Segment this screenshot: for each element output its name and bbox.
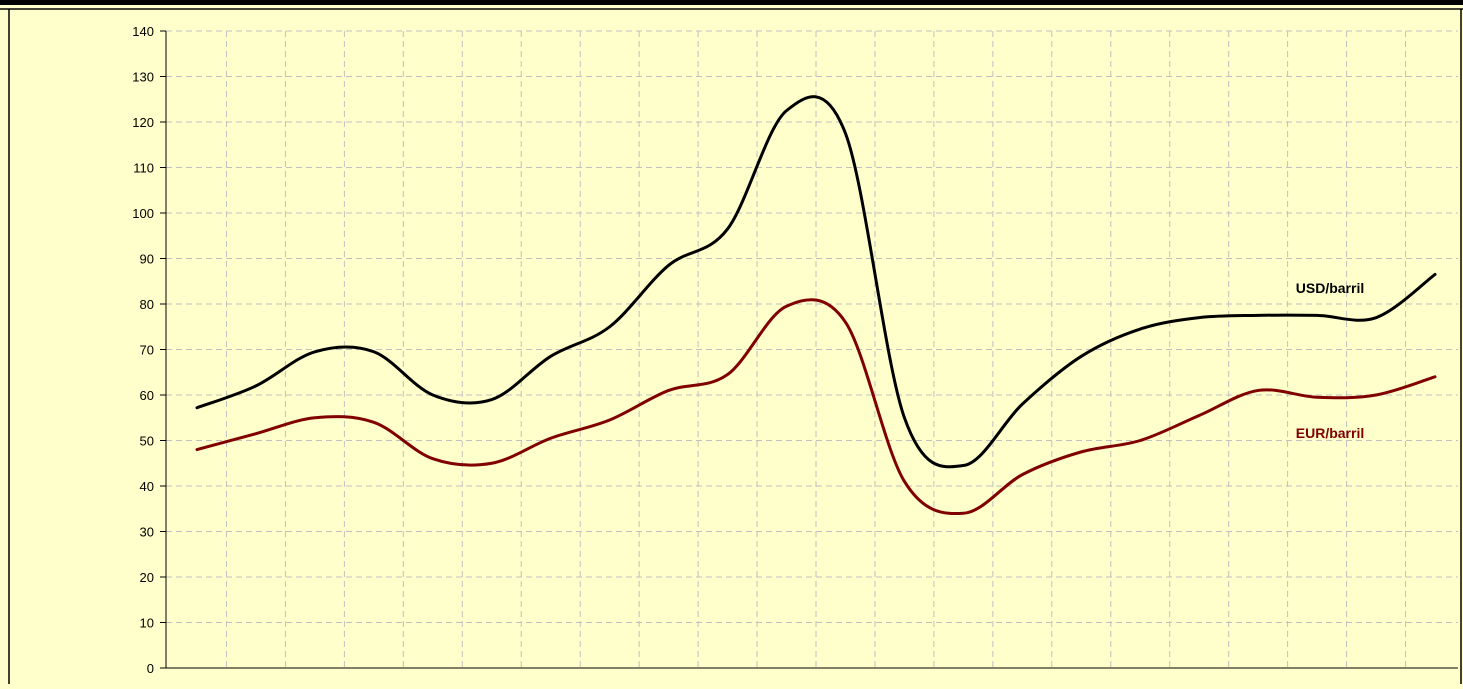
y-tick-label: 80 (140, 297, 154, 312)
data-point (313, 350, 316, 353)
data-point (785, 109, 788, 112)
data-point (1021, 403, 1024, 406)
y-tick-label: 50 (140, 434, 154, 449)
y-tick-label: 120 (132, 115, 154, 130)
data-point (1375, 394, 1378, 397)
series-layer (195, 95, 1437, 516)
y-tick-label: 70 (140, 343, 154, 358)
data-point (1434, 375, 1437, 378)
data-point (726, 373, 729, 376)
y-tick-label: 0 (147, 661, 154, 676)
data-point (1434, 273, 1437, 276)
y-tick-label: 130 (132, 70, 154, 85)
y-tick-label: 60 (140, 388, 154, 403)
data-point (431, 394, 434, 397)
horizontal-gridlines (166, 30, 1458, 623)
data-point (1375, 316, 1378, 319)
series-labels: USD/barril EUR/barril (1296, 280, 1364, 441)
data-point (726, 227, 729, 230)
series-label: EUR/barril (1296, 425, 1364, 441)
data-point (844, 321, 847, 324)
y-tick-label: 30 (140, 525, 154, 540)
data-point (372, 350, 375, 353)
data-point (1139, 328, 1142, 331)
y-tick-label: 10 (140, 616, 154, 631)
series-label: USD/barril (1296, 280, 1364, 296)
top-bar (0, 0, 1463, 5)
data-point (1080, 450, 1083, 453)
data-point (667, 389, 670, 392)
data-point (608, 325, 611, 328)
data-point (608, 419, 611, 422)
data-point (490, 462, 493, 465)
data-point (549, 355, 552, 358)
data-point (903, 416, 906, 419)
y-axis: 0 10 20 30 40 50 60 70 80 90 100 110 120 130 140 (132, 24, 1458, 676)
y-tick-label: 100 (132, 206, 154, 221)
data-point (196, 406, 199, 409)
data-point (1316, 314, 1319, 317)
data-point (1257, 389, 1260, 392)
data-point (431, 457, 434, 460)
data-point (1198, 414, 1201, 417)
data-point (962, 512, 965, 515)
y-tick-label: 20 (140, 570, 154, 585)
data-point (667, 264, 670, 267)
vertical-gridlines (225, 31, 1407, 668)
series-line-usd-barril (195, 95, 1437, 469)
data-point (313, 416, 316, 419)
data-point (1198, 316, 1201, 319)
data-point (844, 132, 847, 135)
data-point (254, 432, 257, 435)
y-tick-label: 40 (140, 479, 154, 494)
y-tick-label: 140 (132, 24, 154, 39)
data-point (254, 384, 257, 387)
data-point (490, 398, 493, 401)
data-point (549, 437, 552, 440)
data-point (962, 464, 965, 467)
data-point (785, 305, 788, 308)
series-line-eur-barril (195, 298, 1437, 516)
data-point (372, 421, 375, 424)
data-point (903, 480, 906, 483)
data-point (1257, 314, 1260, 317)
data-point (1316, 396, 1319, 399)
y-tick-label: 90 (140, 252, 154, 267)
data-point (1080, 355, 1083, 358)
y-tick-label: 110 (133, 161, 154, 176)
data-point (1139, 439, 1142, 442)
data-point (196, 448, 199, 451)
data-point (1021, 473, 1024, 476)
